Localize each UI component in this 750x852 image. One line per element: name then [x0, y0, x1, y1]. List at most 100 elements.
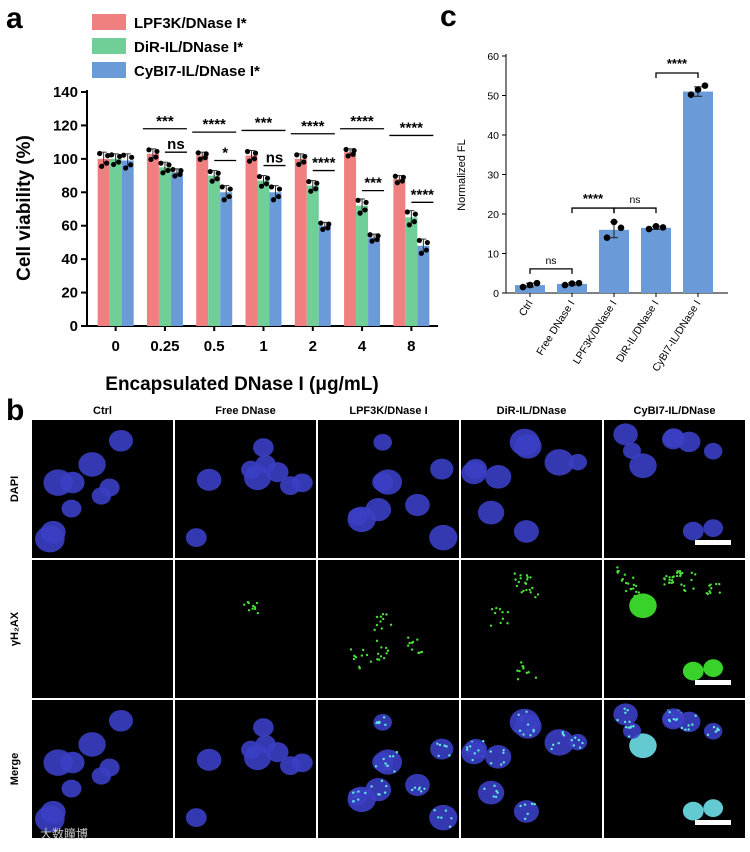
- chart-a-bar: [368, 237, 381, 326]
- chart-a-bar: [170, 172, 183, 326]
- chart-a-y-axis-title: Cell viability (%): [14, 135, 35, 281]
- chart-a-data-point: [296, 161, 302, 168]
- gh2ax-focus: [672, 575, 675, 578]
- dapi-nucleus: [243, 465, 272, 490]
- merge-focus: [502, 761, 506, 764]
- merge-focus: [573, 736, 577, 739]
- chart-a-significance-label: ***: [255, 114, 273, 131]
- gh2ax-focus: [253, 607, 257, 611]
- gh2ax-focus: [256, 611, 260, 615]
- gh2ax-focus: [708, 589, 711, 593]
- chart-a-x-tick-label: 2: [309, 338, 317, 355]
- dapi-nucleus: [280, 476, 301, 496]
- merge-nucleus: [185, 808, 207, 827]
- merge-focus: [351, 791, 355, 794]
- merge-focus: [391, 755, 395, 758]
- gh2ax-focus: [242, 603, 246, 606]
- gh2ax-focus: [379, 615, 383, 618]
- dapi-nucleus: [514, 433, 542, 459]
- panel-c-label: c: [440, 0, 457, 33]
- gh2ax-focus: [252, 604, 255, 608]
- gh2ax-focus: [381, 613, 385, 616]
- gh2ax-focus: [251, 607, 254, 610]
- chart-a-data-point: [314, 180, 320, 186]
- gh2ax-focus: [536, 593, 540, 596]
- chart-a-data-point: [294, 152, 300, 158]
- merge-focus: [374, 765, 378, 768]
- merge-nucleus: [35, 805, 65, 833]
- gh2ax-focus: [676, 570, 680, 574]
- dapi-nucleus: [703, 442, 723, 460]
- chart-c-data-point: [533, 279, 541, 287]
- merge-focus: [716, 729, 719, 732]
- chart-c-significance-label: ns: [545, 255, 556, 267]
- dapi-nucleus: [108, 429, 133, 452]
- chart-c-data-point: [575, 279, 583, 287]
- gh2ax-focus: [519, 577, 522, 580]
- merge-focus: [526, 723, 530, 726]
- chart-a-data-point: [318, 220, 324, 226]
- gh2ax-focus: [354, 655, 358, 659]
- gh2ax-focus: [501, 617, 505, 620]
- merge-nucleus: [429, 804, 458, 831]
- chart-a-data-point: [258, 183, 265, 189]
- dapi-nucleus: [429, 524, 458, 551]
- chart-a-data-point: [268, 184, 275, 190]
- merge-focus: [364, 791, 367, 795]
- gh2ax-focus: [516, 669, 519, 672]
- merge-focus: [518, 729, 522, 732]
- microscopy-row-title: Merge: [9, 753, 21, 785]
- merge-focus: [436, 742, 439, 745]
- chart-a-bar: [405, 217, 418, 326]
- chart-a-data-point: [116, 159, 122, 165]
- dapi-nucleus: [61, 499, 82, 518]
- gh2ax-focus: [515, 584, 519, 588]
- microscopy-row-title: DAPI: [9, 476, 21, 502]
- gh2ax-focus: [709, 583, 712, 586]
- merge-focus: [417, 788, 420, 791]
- merge-focus: [465, 748, 469, 751]
- chart-a-data-point: [104, 160, 110, 166]
- chart-a-significance-label: ****: [301, 118, 325, 135]
- chart-a-data-point: [418, 250, 424, 256]
- chart-a-data-point: [99, 163, 105, 169]
- chart-c-x-tick-label: DiR-IL/DNase I: [614, 298, 662, 364]
- gh2ax-focus: [389, 623, 393, 626]
- dapi-nucleus: [43, 469, 73, 496]
- chart-a-bar: [146, 153, 159, 326]
- chart-c-data-point: [617, 224, 625, 232]
- chart-a-x-axis-title: Encapsulated DNase I (μg/mL): [105, 374, 378, 395]
- gh2ax-focus: [513, 572, 516, 575]
- chart-a-y-tick-label: 80: [61, 184, 78, 201]
- dapi-nucleus: [544, 449, 574, 476]
- chart-a-data-point: [209, 178, 215, 184]
- chart-a-y-tick-label: 100: [53, 151, 78, 168]
- merge-focus: [533, 802, 536, 806]
- merge-nucleus: [703, 722, 723, 740]
- merge-nucleus: [78, 732, 106, 757]
- gh2ax-focus: [678, 571, 682, 575]
- gh2ax-focus: [526, 576, 529, 579]
- chart-a-x-tick-label: 8: [407, 338, 415, 355]
- merge-nucleus: [430, 738, 454, 760]
- gh2ax-focus: [528, 588, 531, 592]
- chart-a-data-point: [394, 180, 400, 186]
- merge-nucleus: [629, 733, 657, 759]
- gh2ax-focus: [365, 653, 369, 657]
- dapi-nucleus: [477, 500, 505, 525]
- dapi-nucleus: [485, 465, 512, 489]
- chart-a-data-point: [276, 186, 283, 192]
- gh2ax-focus: [408, 641, 411, 645]
- gh2ax-focus: [627, 582, 630, 585]
- merge-nucleus: [514, 713, 542, 739]
- merge-focus: [691, 723, 694, 726]
- dapi-nucleus: [568, 453, 588, 471]
- gh2ax-focus: [385, 613, 388, 616]
- chart-c-data-point: [519, 283, 527, 291]
- chart-c-data-point: [652, 222, 660, 230]
- merge-focus: [517, 713, 520, 716]
- microscopy-column-title: CyBI7-IL/DNase: [634, 405, 716, 417]
- merge-focus: [419, 790, 423, 793]
- chart-a-data-point: [362, 207, 368, 213]
